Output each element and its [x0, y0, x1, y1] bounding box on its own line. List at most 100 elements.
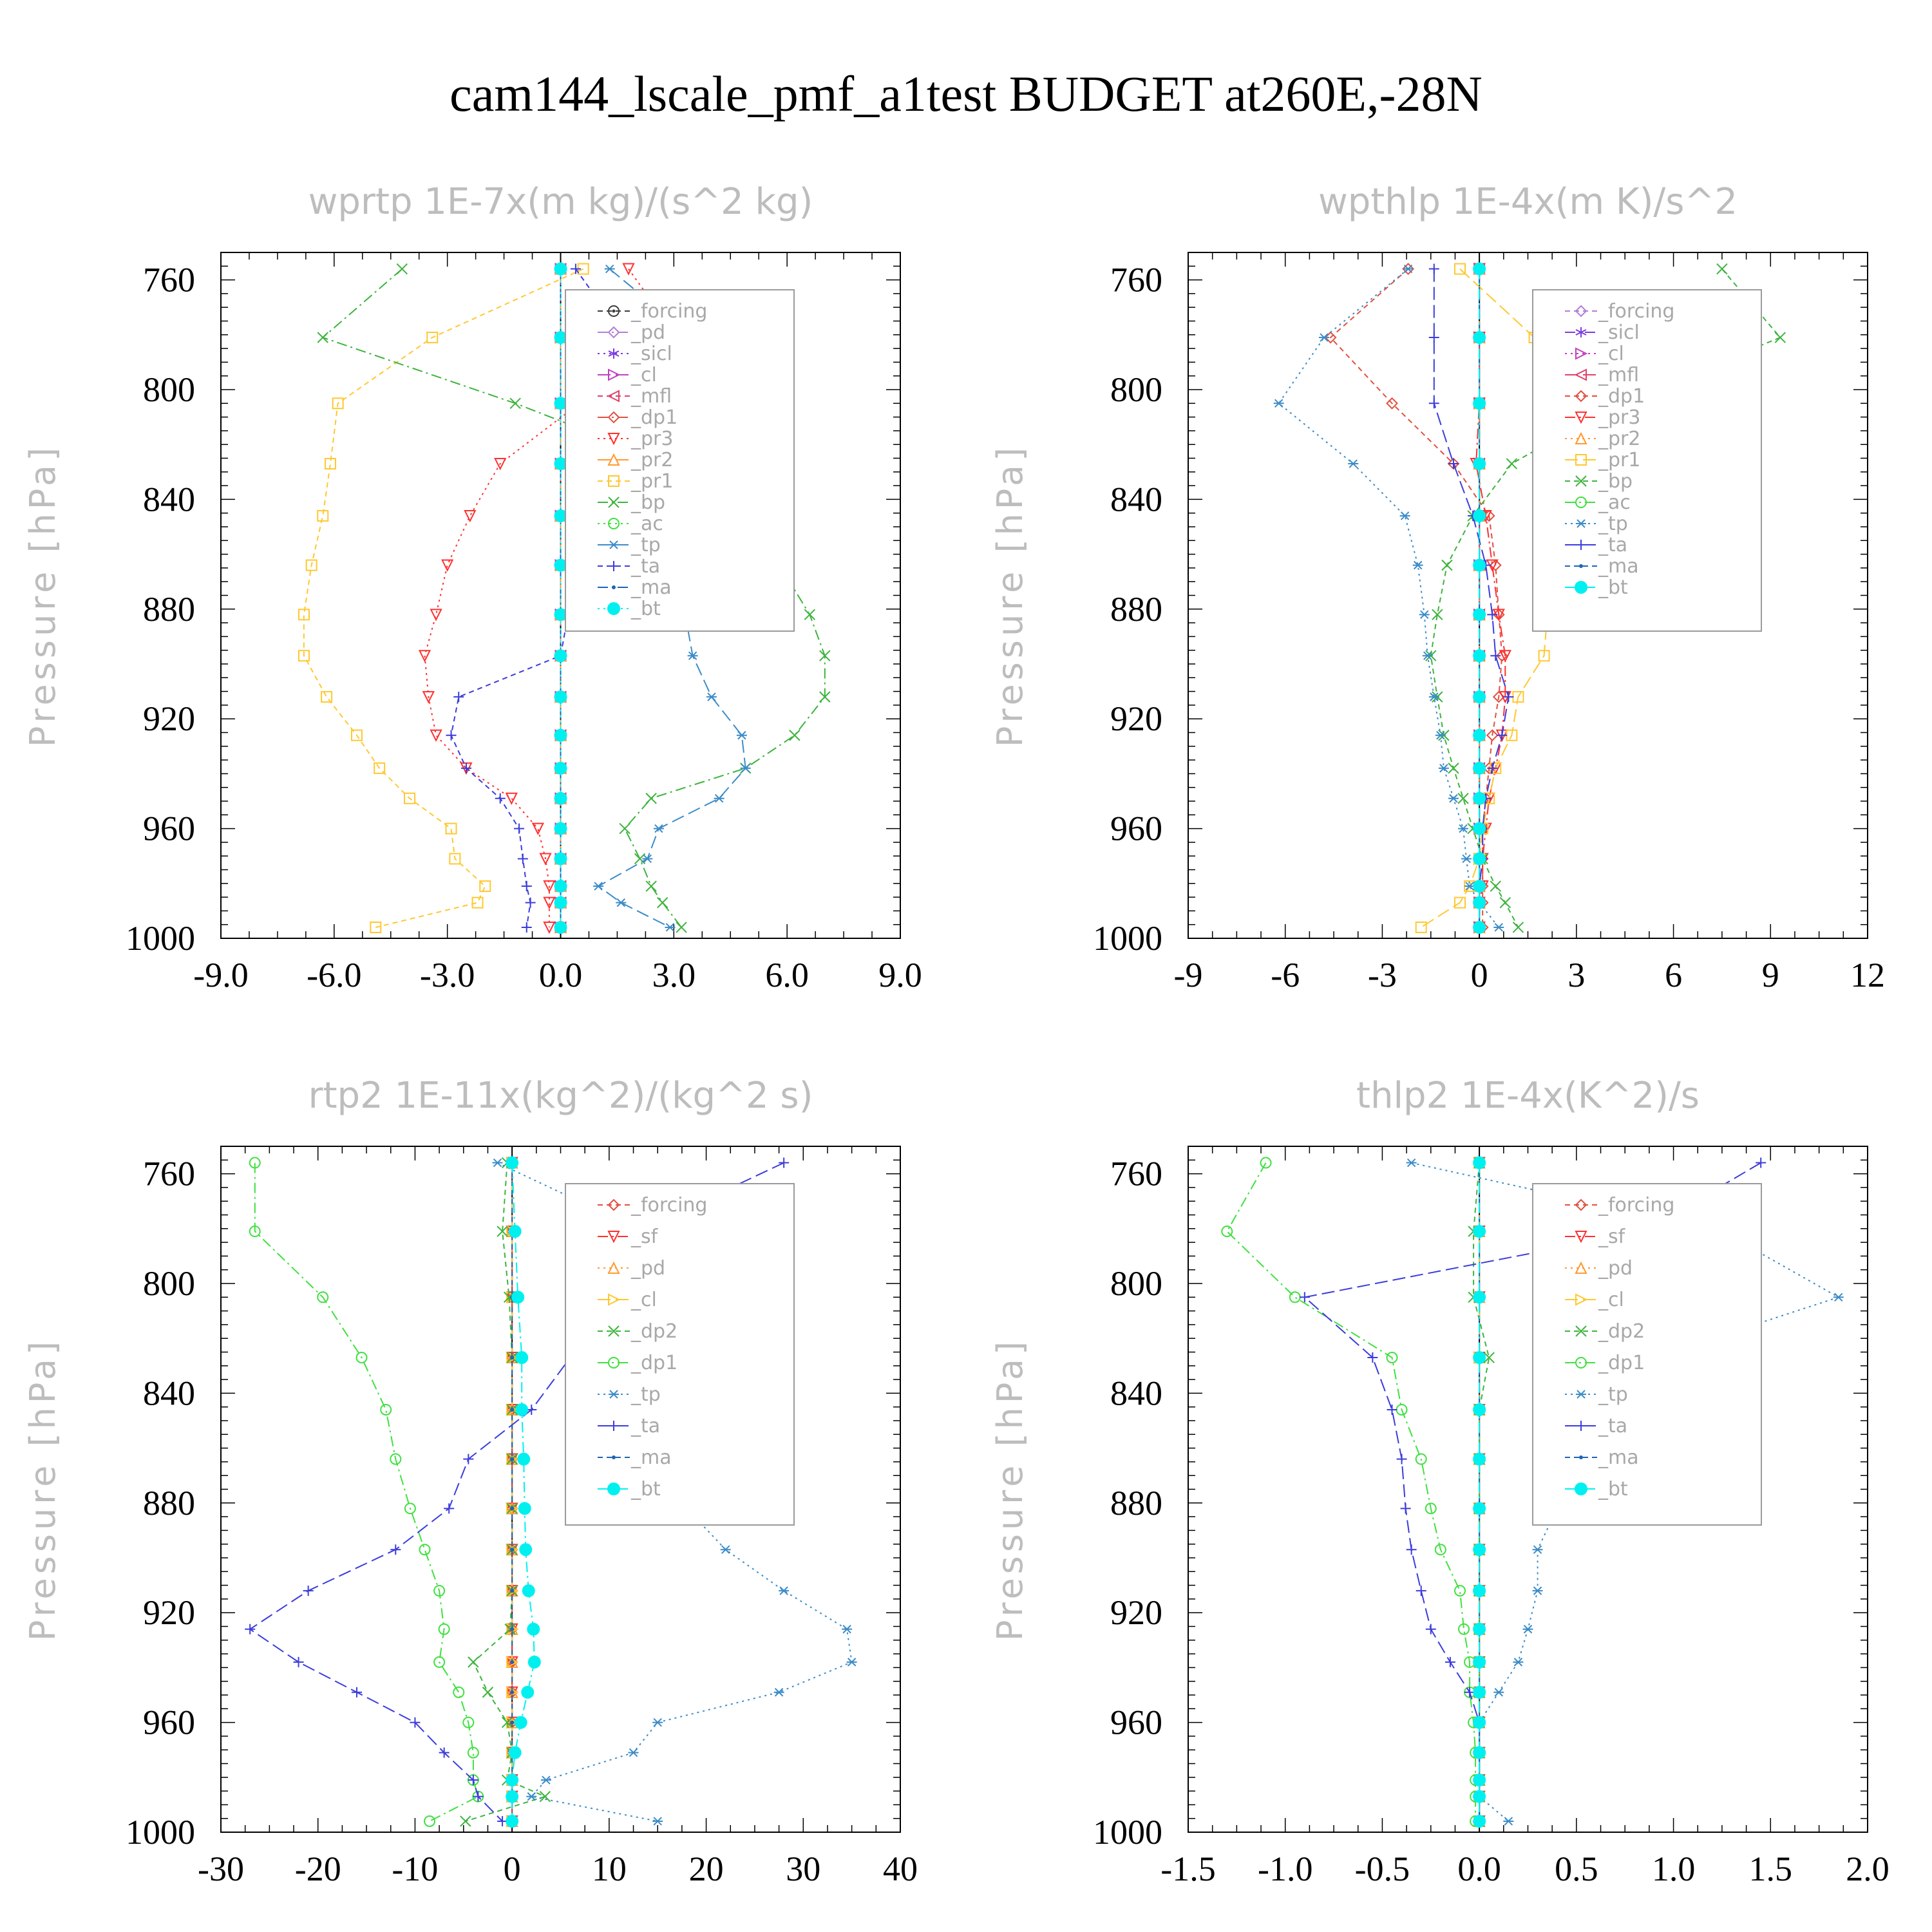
data-point [1406, 1158, 1417, 1168]
legend-label: _dp1 [630, 1352, 677, 1374]
data-point [1432, 609, 1443, 621]
legend-label: _ma [630, 1446, 672, 1469]
panel-title: wpthlp 1E-4x(m K)/s^2 [1318, 181, 1738, 223]
legend-item: _mfl [598, 385, 672, 408]
legend-marker [607, 1261, 620, 1274]
legend-item: _ac [1565, 491, 1631, 514]
data-point [298, 650, 310, 662]
data-point [1506, 458, 1518, 469]
data-point [468, 1775, 478, 1786]
x-tick-label: 0 [504, 1850, 521, 1888]
data-point [419, 1544, 431, 1556]
data-point [1483, 1352, 1495, 1363]
data-point [1473, 791, 1486, 805]
legend-marker [607, 602, 620, 615]
legend-label: _tp [630, 1383, 661, 1406]
data-point [506, 1790, 519, 1803]
legend-label: _tp [630, 534, 661, 556]
data-point [522, 1584, 535, 1598]
legend-label: _dp1 [1598, 385, 1645, 408]
data-point [526, 1792, 537, 1801]
legend-item: _ac [598, 513, 663, 535]
data-point [554, 852, 567, 866]
data-point [521, 881, 532, 892]
data-point [740, 764, 751, 773]
data-point [1473, 761, 1486, 775]
legend-marker [1576, 1390, 1586, 1399]
legend-marker [1575, 497, 1587, 508]
data-point [514, 823, 525, 834]
legend-label: _ta [630, 555, 660, 578]
data-point [404, 1502, 416, 1515]
legend-label: _tp [1598, 513, 1628, 535]
legend-marker [1575, 347, 1588, 360]
data-point [1473, 1814, 1486, 1828]
data-point [506, 1156, 519, 1170]
data-point [554, 791, 567, 805]
data-point [482, 1687, 494, 1698]
data-point [374, 762, 386, 774]
legend-label: _ma [630, 576, 672, 599]
data-point [494, 458, 507, 471]
legend-marker [1575, 1198, 1587, 1211]
series-line [424, 269, 679, 927]
legend-marker [608, 368, 621, 381]
data-point [1221, 1226, 1233, 1238]
data-point [449, 853, 461, 865]
data-point [510, 1457, 515, 1461]
legend-marker [1576, 519, 1586, 528]
legend-label: _ma [1598, 1446, 1639, 1469]
data-point [1473, 1622, 1486, 1636]
y-tick-label: 1000 [126, 1813, 195, 1852]
legend: _forcing _sf _pd _cl _dp2 _dp1 _tp _ta _ma _bt [565, 1183, 795, 1526]
data-point [1415, 1453, 1427, 1465]
legend-marker [1575, 1261, 1587, 1274]
data-point [1454, 896, 1466, 909]
data-point [453, 692, 464, 703]
legend-label: _sf [630, 1226, 659, 1248]
data-point [619, 822, 630, 835]
data-point [355, 1352, 368, 1364]
data-point [554, 262, 567, 276]
legend-marker [608, 305, 620, 317]
data-point [1399, 511, 1410, 520]
data-point [305, 559, 317, 571]
data-point [846, 1658, 857, 1667]
data-point [1473, 558, 1486, 572]
data-point [519, 1543, 533, 1557]
data-point [506, 1814, 519, 1828]
data-point [517, 1452, 531, 1466]
x-tick-label: 12 [1850, 956, 1885, 994]
data-point [554, 457, 567, 471]
legend-label: _pr3 [630, 428, 673, 450]
data-point [422, 691, 435, 704]
data-point [509, 397, 521, 410]
legend-label: _sicl [1598, 321, 1640, 344]
legend-label: _cl [1598, 1289, 1624, 1311]
legend: _forcing_pd_sicl_cl_mfl_dp1_pr3_pr2_pr1_… [565, 289, 795, 632]
x-tick-label: 2.0 [1846, 1850, 1889, 1888]
data-point [433, 1585, 446, 1597]
data-point [554, 397, 567, 410]
data-point [554, 822, 567, 835]
x-tick-label: 3.0 [652, 956, 696, 994]
data-point [819, 650, 831, 661]
data-point [463, 1454, 474, 1464]
data-point [1422, 651, 1433, 660]
legend-marker [1576, 540, 1586, 550]
legend-item: _pr3 [598, 428, 673, 450]
legend-item: _forcing [598, 300, 707, 323]
data-point [317, 509, 329, 522]
data-point [1473, 1502, 1486, 1515]
data-point [1425, 1624, 1436, 1634]
legend-marker [609, 561, 619, 571]
series-pr3 [418, 263, 684, 934]
legend-marker [608, 1325, 620, 1337]
data-point [1473, 1403, 1486, 1416]
data-point [1448, 794, 1459, 803]
data-point [779, 1586, 790, 1595]
legend-marker [609, 1390, 619, 1399]
data-point [543, 896, 556, 909]
legend-marker [1576, 1421, 1586, 1431]
data-point [842, 1625, 853, 1634]
